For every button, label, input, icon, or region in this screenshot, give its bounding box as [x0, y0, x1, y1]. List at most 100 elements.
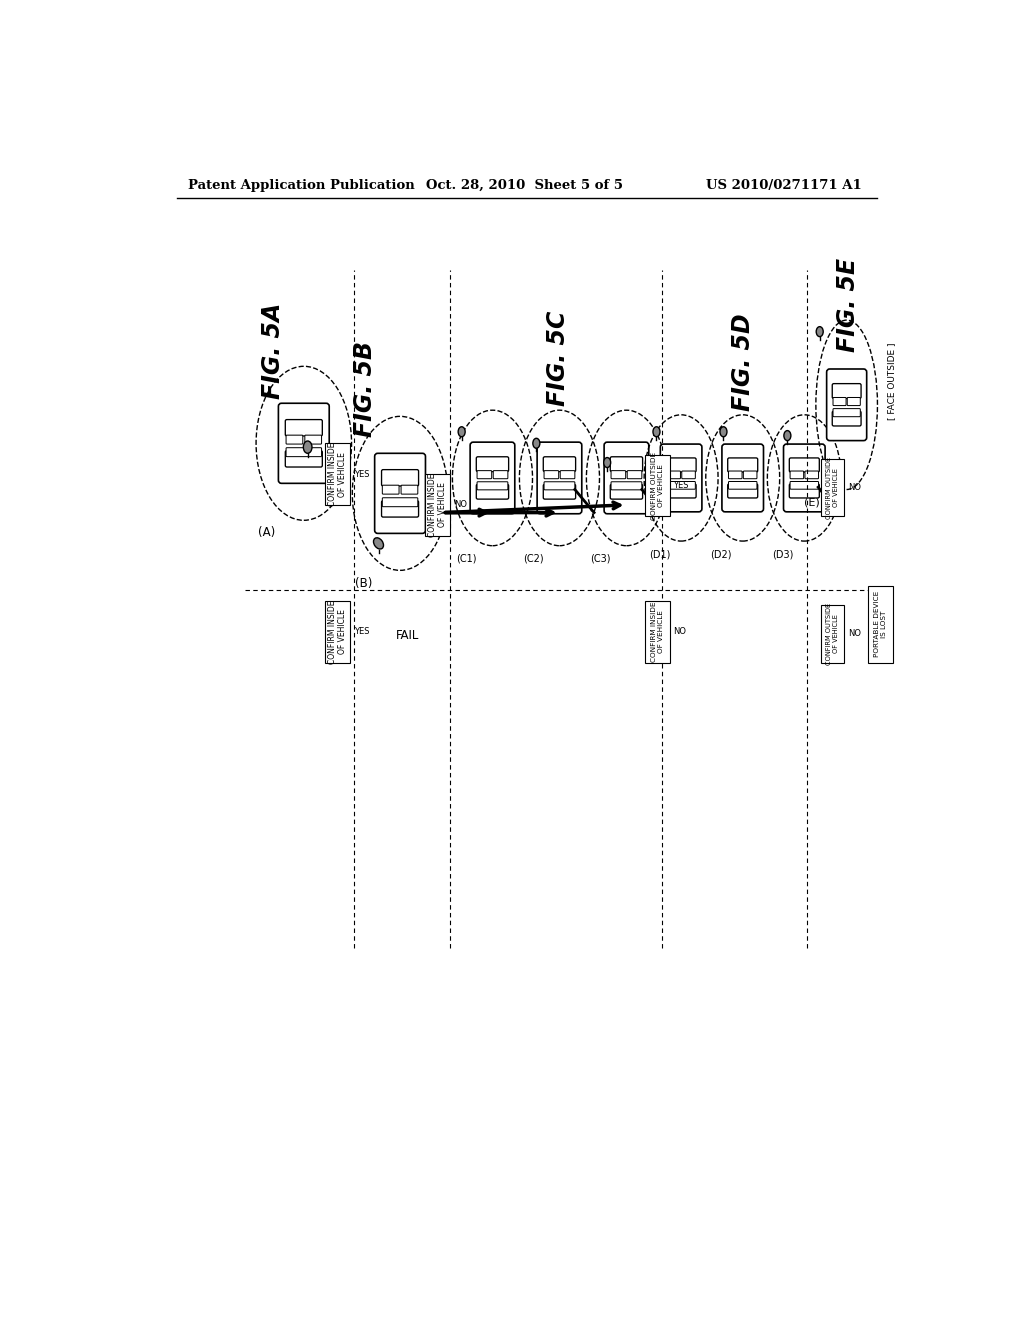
- Bar: [645, 601, 670, 663]
- Text: FIG. 5E: FIG. 5E: [837, 257, 860, 351]
- FancyBboxPatch shape: [628, 471, 642, 479]
- Text: (B): (B): [355, 577, 373, 590]
- Text: NO: NO: [848, 483, 861, 492]
- FancyBboxPatch shape: [476, 484, 509, 499]
- Text: FIG. 5B: FIG. 5B: [353, 342, 378, 437]
- FancyBboxPatch shape: [305, 436, 322, 444]
- FancyBboxPatch shape: [833, 384, 861, 399]
- FancyBboxPatch shape: [375, 453, 425, 533]
- FancyBboxPatch shape: [544, 484, 575, 499]
- Text: YES: YES: [354, 627, 370, 636]
- FancyBboxPatch shape: [611, 482, 642, 490]
- FancyBboxPatch shape: [401, 486, 418, 494]
- FancyBboxPatch shape: [667, 471, 681, 479]
- Text: (C3): (C3): [590, 553, 610, 564]
- FancyBboxPatch shape: [494, 471, 508, 479]
- FancyBboxPatch shape: [382, 486, 399, 494]
- FancyBboxPatch shape: [382, 498, 418, 507]
- Bar: [868, 586, 893, 663]
- Text: FIG. 5A: FIG. 5A: [261, 302, 285, 399]
- Text: NO: NO: [454, 500, 467, 510]
- Ellipse shape: [653, 426, 660, 437]
- Ellipse shape: [374, 537, 384, 549]
- Text: (A): (A): [258, 527, 274, 540]
- Ellipse shape: [816, 326, 823, 337]
- Text: (D1): (D1): [649, 549, 670, 560]
- FancyBboxPatch shape: [610, 484, 643, 499]
- FancyBboxPatch shape: [833, 397, 846, 405]
- FancyBboxPatch shape: [544, 471, 559, 479]
- Text: CONFIRM INSIDE
OF VEHICLE: CONFIRM INSIDE OF VEHICLE: [328, 442, 347, 506]
- Text: Patent Application Publication: Patent Application Publication: [188, 178, 415, 191]
- FancyBboxPatch shape: [790, 458, 819, 473]
- FancyBboxPatch shape: [667, 482, 695, 490]
- FancyBboxPatch shape: [833, 409, 860, 417]
- Ellipse shape: [458, 426, 465, 437]
- FancyBboxPatch shape: [470, 442, 515, 513]
- Bar: [425, 474, 451, 536]
- FancyBboxPatch shape: [826, 370, 866, 441]
- FancyBboxPatch shape: [382, 500, 419, 517]
- FancyBboxPatch shape: [790, 484, 819, 498]
- Bar: [326, 444, 350, 506]
- FancyBboxPatch shape: [728, 458, 758, 473]
- FancyBboxPatch shape: [783, 444, 825, 512]
- FancyBboxPatch shape: [722, 444, 764, 512]
- FancyBboxPatch shape: [560, 471, 574, 479]
- Text: (E): (E): [804, 498, 820, 507]
- FancyBboxPatch shape: [286, 420, 323, 436]
- Text: NO: NO: [674, 627, 686, 636]
- FancyBboxPatch shape: [791, 482, 818, 490]
- FancyBboxPatch shape: [666, 458, 696, 473]
- FancyBboxPatch shape: [728, 482, 757, 490]
- FancyBboxPatch shape: [286, 447, 322, 457]
- Text: (D3): (D3): [772, 549, 794, 560]
- FancyBboxPatch shape: [286, 436, 303, 444]
- Text: PORTABLE DEVICE
IS LOST: PORTABLE DEVICE IS LOST: [874, 591, 887, 657]
- Text: CONFIRM OUTSIDE
OF VEHICLE: CONFIRM OUTSIDE OF VEHICLE: [826, 457, 840, 519]
- Text: (C2): (C2): [523, 553, 544, 564]
- Text: CONFIRM INSIDE
OF VEHICLE: CONFIRM INSIDE OF VEHICLE: [428, 473, 447, 537]
- Bar: [326, 601, 350, 663]
- FancyBboxPatch shape: [743, 471, 757, 479]
- Text: CONFIRM OUTSIDE
OF VEHICLE: CONFIRM OUTSIDE OF VEHICLE: [826, 603, 840, 665]
- FancyBboxPatch shape: [538, 442, 582, 513]
- Text: FAIL: FAIL: [396, 630, 420, 643]
- FancyBboxPatch shape: [544, 457, 575, 471]
- FancyBboxPatch shape: [805, 471, 818, 479]
- Text: CONFIRM OUTSIDE
OF VEHICLE: CONFIRM OUTSIDE OF VEHICLE: [650, 451, 664, 520]
- Ellipse shape: [720, 426, 727, 437]
- FancyBboxPatch shape: [544, 482, 574, 490]
- FancyBboxPatch shape: [660, 444, 701, 512]
- Text: (D2): (D2): [711, 549, 732, 560]
- Text: (C1): (C1): [457, 553, 477, 564]
- FancyBboxPatch shape: [286, 450, 323, 467]
- Ellipse shape: [532, 438, 540, 449]
- FancyBboxPatch shape: [477, 482, 508, 490]
- FancyBboxPatch shape: [604, 442, 649, 513]
- Text: YES: YES: [354, 470, 370, 479]
- FancyBboxPatch shape: [833, 411, 861, 426]
- FancyBboxPatch shape: [610, 457, 643, 471]
- Text: NO: NO: [848, 630, 861, 639]
- FancyBboxPatch shape: [847, 397, 860, 405]
- FancyBboxPatch shape: [666, 484, 696, 498]
- FancyBboxPatch shape: [279, 404, 330, 483]
- FancyBboxPatch shape: [611, 471, 626, 479]
- FancyBboxPatch shape: [476, 457, 509, 471]
- Text: FIG. 5C: FIG. 5C: [546, 312, 570, 407]
- FancyBboxPatch shape: [682, 471, 695, 479]
- FancyBboxPatch shape: [477, 471, 492, 479]
- FancyBboxPatch shape: [791, 471, 804, 479]
- Text: CONFIRM INSIDE
OF VEHICLE: CONFIRM INSIDE OF VEHICLE: [328, 601, 347, 664]
- Ellipse shape: [303, 441, 312, 453]
- Ellipse shape: [783, 430, 791, 441]
- Bar: [821, 459, 845, 516]
- Bar: [645, 455, 670, 516]
- Text: CONFIRM INSIDE
OF VEHICLE: CONFIRM INSIDE OF VEHICLE: [650, 602, 664, 663]
- Ellipse shape: [604, 458, 610, 467]
- FancyBboxPatch shape: [382, 470, 419, 486]
- Text: YES: YES: [674, 482, 689, 490]
- Text: US 2010/0271171 A1: US 2010/0271171 A1: [707, 178, 862, 191]
- Text: FIG. 5D: FIG. 5D: [731, 314, 755, 412]
